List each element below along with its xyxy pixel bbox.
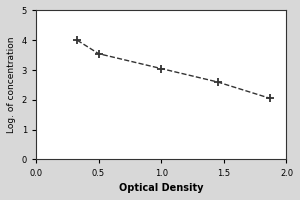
Y-axis label: Log. of concentration: Log. of concentration xyxy=(7,37,16,133)
X-axis label: Optical Density: Optical Density xyxy=(119,183,203,193)
